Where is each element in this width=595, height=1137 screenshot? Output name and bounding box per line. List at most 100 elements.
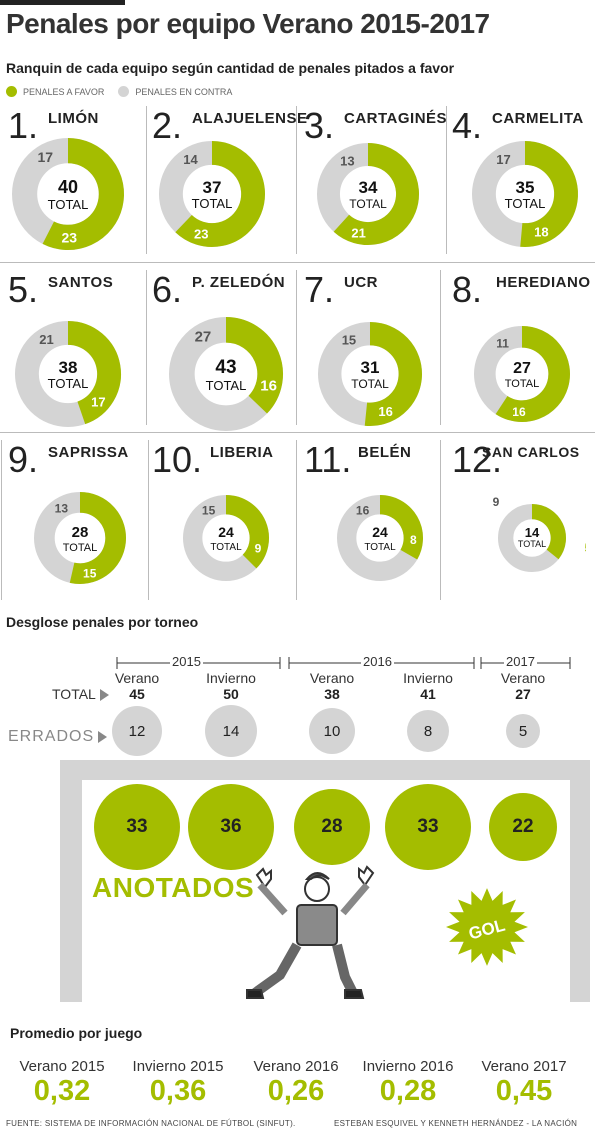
donut-total-label: TOTAL	[48, 197, 89, 212]
tournament-total: 45	[129, 686, 145, 702]
donut-total-value: 31	[361, 358, 380, 377]
donut-contra-value: 14	[183, 152, 198, 167]
errados-circle: 8	[407, 710, 449, 752]
footer-source: FUENTE: SISTEMA DE INFORMACIÓN NACIONAL …	[6, 1119, 296, 1128]
team-rank: 12.	[452, 439, 503, 480]
grid-divider	[146, 106, 147, 254]
team-rank: 5.	[8, 269, 39, 310]
errados-circle: 12	[112, 706, 162, 756]
donut-total-label: TOTAL	[351, 377, 389, 391]
donut-total-label: TOTAL	[192, 196, 233, 211]
total-row-text: TOTAL	[52, 686, 96, 702]
donut-favor-arc	[333, 143, 419, 245]
donut-favor-value: 8	[410, 533, 417, 547]
promedio-label: Invierno 2016	[362, 1058, 454, 1075]
donut-favor-value: 23	[61, 229, 77, 245]
anotados-circle: 22	[489, 793, 557, 861]
donut-favor-value: 16	[512, 405, 526, 419]
glove-right-icon	[358, 865, 375, 887]
legend-contra-swatch	[118, 86, 130, 97]
donut-favor-value: 21	[351, 225, 365, 240]
grid-divider	[146, 270, 147, 425]
donut-total-label: TOTAL	[518, 539, 546, 549]
grid-divider	[1, 440, 2, 600]
grid-divider	[0, 262, 595, 263]
donut-total-value: 28	[72, 524, 89, 541]
donut-contra-value: 16	[356, 504, 370, 518]
team-name: P. ZELEDÓN	[192, 274, 286, 291]
donut-favor-arc	[175, 141, 265, 247]
tournament-header: Verano 45	[97, 670, 177, 702]
promedio-label: Verano 2016	[253, 1058, 339, 1075]
donut-favor-arc	[225, 495, 269, 569]
donut-contra-value: 15	[342, 333, 356, 348]
tournament-total: 50	[223, 686, 239, 702]
donut-favor-arc	[67, 321, 121, 425]
team-name: SANTOS	[48, 274, 114, 291]
year-label-2015: 2015	[170, 654, 203, 669]
donut-favor-arc	[225, 317, 283, 414]
anotados-circle: 28	[294, 789, 370, 865]
donut-favor-value: 15	[83, 566, 97, 580]
donut-total-label: TOTAL	[48, 376, 89, 391]
tournament-season: Verano	[309, 670, 355, 686]
promedio-label: Verano 2017	[481, 1058, 567, 1075]
tournament-header: Invierno 41	[388, 670, 468, 702]
arrow-right-icon	[99, 689, 109, 702]
donut-total-value: 38	[59, 358, 78, 377]
errados-row-text: ERRADOS	[8, 728, 95, 745]
boot-left-icon	[246, 989, 265, 999]
donut-contra-value: 11	[496, 336, 509, 350]
donut-total-label: TOTAL	[349, 197, 387, 211]
donut-favor-arc	[42, 138, 124, 250]
top-accent-bar	[0, 0, 125, 5]
tournament-total: 38	[324, 686, 340, 702]
grid-divider	[440, 270, 441, 425]
promedio-value: 0,36	[149, 1075, 207, 1107]
grid-divider	[296, 270, 297, 425]
donut-favor-value: 23	[194, 227, 208, 242]
donut-total-label: TOTAL	[210, 542, 242, 553]
errados-row-label: ERRADOS	[8, 728, 108, 746]
donut-favor-arc	[364, 322, 422, 426]
donut-contra-value: 9	[493, 495, 500, 509]
donut-total-value: 24	[218, 524, 234, 540]
team-name: LIMÓN	[48, 110, 99, 127]
donut-total-label: TOTAL	[63, 542, 97, 554]
donut-contra-value: 15	[202, 504, 216, 518]
starburst-icon	[446, 888, 528, 966]
grid-divider	[148, 440, 149, 600]
promedio-item: Verano 2017 0,45	[469, 1058, 579, 1108]
grid-divider	[0, 432, 595, 433]
team-rank: 11.	[304, 439, 352, 480]
promedio-item: Verano 2015 0,32	[7, 1058, 117, 1108]
donut-contra-value: 21	[39, 332, 53, 347]
tournament-season: Verano	[500, 670, 546, 686]
errados-circle: 10	[309, 708, 355, 754]
arrow-right-icon	[98, 730, 108, 743]
legend: PENALES A FAVOR PENALES EN CONTRA	[6, 86, 232, 97]
legend-favor-label: PENALES A FAVOR	[23, 86, 105, 97]
page-title: Penales por equipo Verano 2015-2017	[6, 8, 490, 39]
promedio-label: Verano 2015	[19, 1058, 105, 1075]
team-name: HEREDIANO	[496, 274, 591, 291]
legend-favor-swatch	[6, 86, 17, 97]
grid-divider	[296, 440, 297, 600]
donut-favor-value: 9	[255, 541, 262, 555]
donut-contra-value: 27	[195, 328, 212, 345]
donut-favor-value: 17	[91, 395, 105, 410]
tournament-total: 41	[420, 686, 436, 702]
team-rank: 6.	[152, 269, 183, 310]
errados-circle: 14	[205, 705, 257, 757]
anotados-circle: 36	[188, 784, 274, 870]
boot-right-icon	[344, 989, 365, 999]
leg-right	[332, 943, 358, 996]
anotados-circle: 33	[94, 784, 180, 870]
team-rank: 2.	[152, 105, 183, 146]
promedio-item: Verano 2016 0,26	[241, 1058, 351, 1108]
team-donut: 24 TOTAL 9 15	[182, 494, 270, 582]
